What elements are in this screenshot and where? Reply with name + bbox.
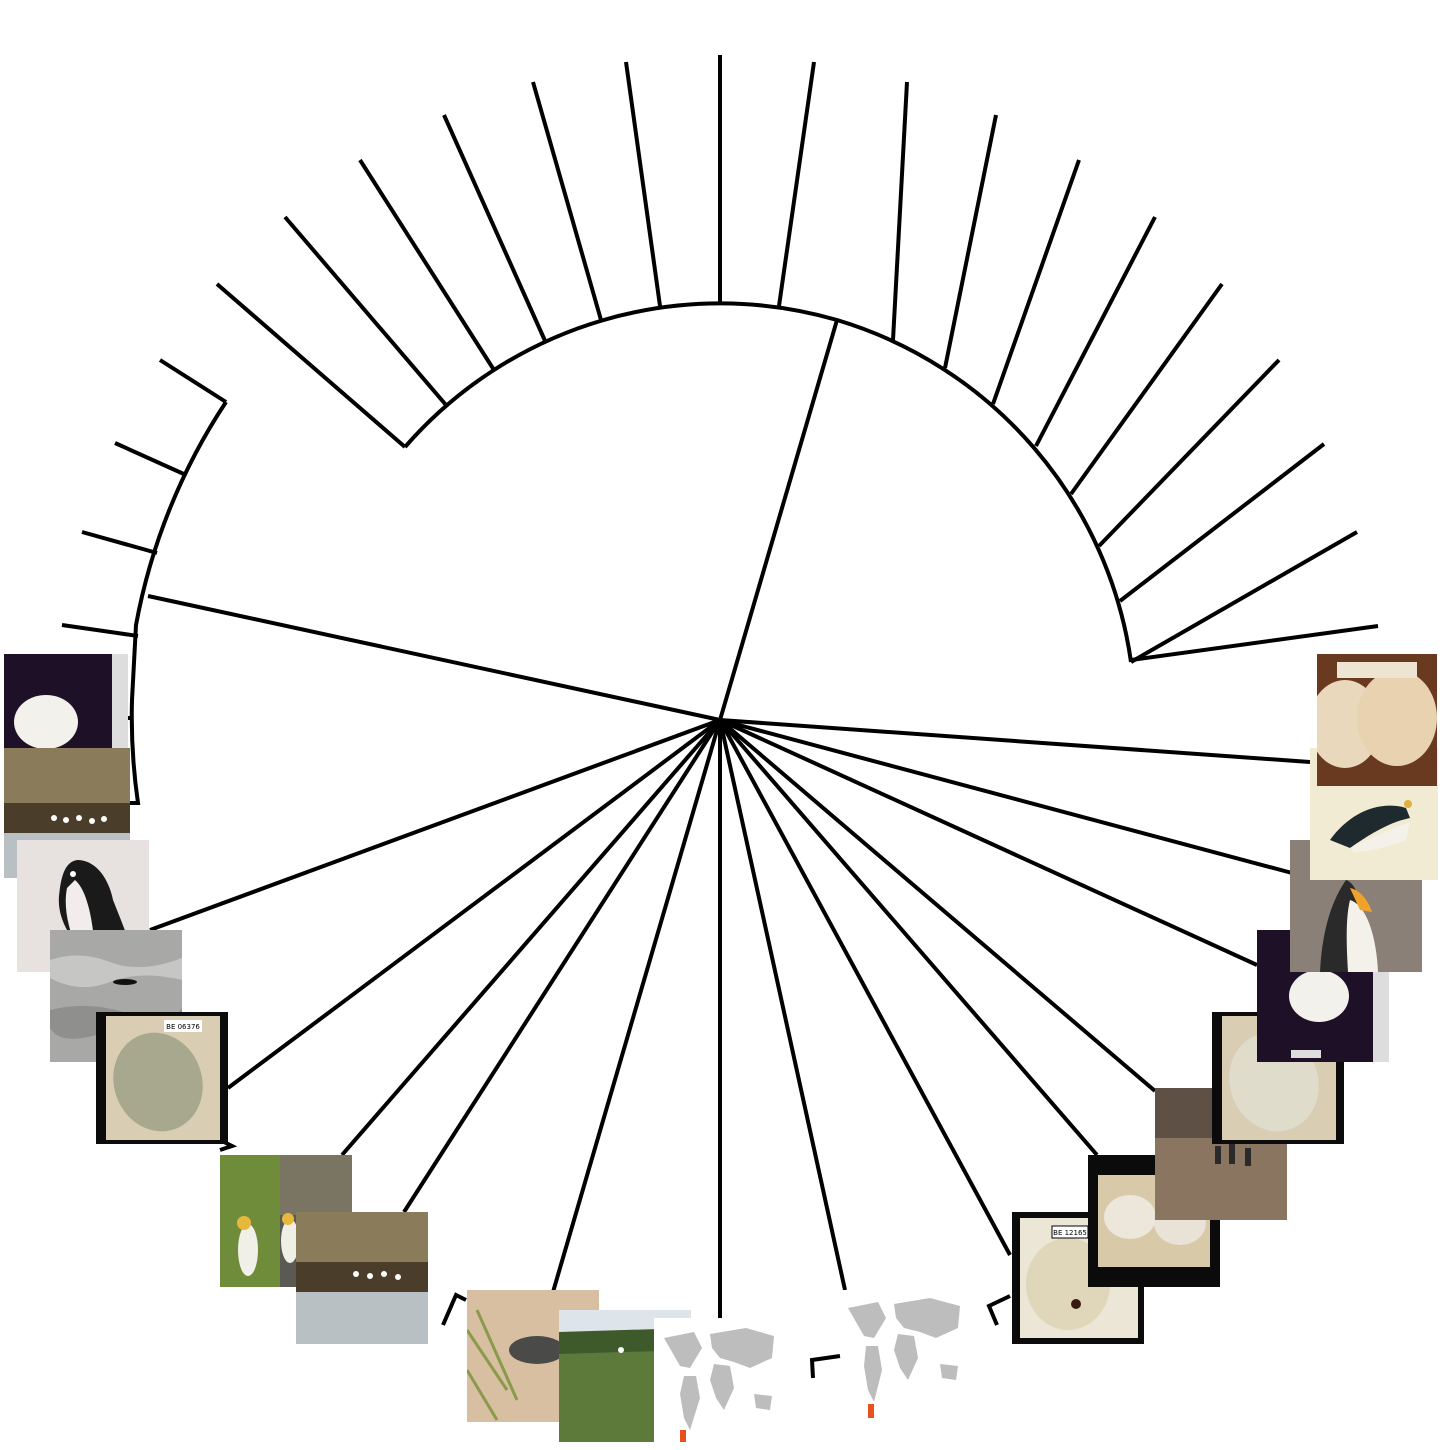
branch-tip xyxy=(991,159,1081,405)
branch-spoke xyxy=(551,719,722,1293)
branch-bracket xyxy=(986,1294,1011,1326)
tip-image-two-eggs-box xyxy=(1088,1155,1220,1287)
branch-tip xyxy=(1118,442,1326,603)
branch-bracket xyxy=(441,1292,467,1326)
branch-tip xyxy=(61,623,139,638)
branch-tip xyxy=(531,81,603,321)
branch-tip xyxy=(1034,216,1157,447)
specimen-tag-1: BE 06376 xyxy=(166,1023,200,1031)
branch-tip xyxy=(114,441,187,477)
branch-spoke xyxy=(149,718,721,932)
branch-spoke xyxy=(226,718,722,1090)
tip-image-egg-box: BE 06376 xyxy=(96,1012,228,1144)
specimen-tag-2: BE 12165 xyxy=(1053,1229,1087,1237)
branch-tip xyxy=(1130,624,1379,662)
branch-tip xyxy=(624,61,662,307)
branch-spoke xyxy=(718,719,847,1291)
branch-spoke xyxy=(340,718,722,1157)
branch-tip xyxy=(158,358,228,404)
branch-spoke xyxy=(719,718,1293,875)
branch-spoke xyxy=(402,718,722,1214)
tip-image-world-range-map-1 xyxy=(654,1318,786,1450)
branch-tip xyxy=(1069,282,1224,496)
branch-tip xyxy=(1097,358,1281,548)
branch-tip xyxy=(283,215,448,407)
branch-arc-left xyxy=(129,400,228,805)
branch-tip xyxy=(891,81,909,341)
branch-root-right xyxy=(718,319,839,721)
branch-spoke xyxy=(719,718,1311,764)
branch-spoke xyxy=(718,719,1012,1256)
branch-root-left xyxy=(147,594,721,722)
branch-arc-upper xyxy=(403,301,1133,663)
branch-tip xyxy=(1130,530,1358,664)
branch-tip xyxy=(943,114,998,369)
branch-tip xyxy=(442,114,548,344)
branch-spoke xyxy=(718,718,1157,1093)
tip-image-colony-photo-2 xyxy=(296,1212,428,1344)
branch-spoke xyxy=(719,718,1258,967)
tip-image-world-range-map-2 xyxy=(842,1290,974,1422)
branch-tip xyxy=(358,158,496,372)
branch-tip xyxy=(777,61,816,307)
branch-bracket xyxy=(809,1354,841,1379)
branch-spoke xyxy=(718,718,1099,1157)
branch-tip xyxy=(81,530,158,555)
branch-tip xyxy=(215,282,407,449)
tip-image-egg-pair-photo xyxy=(1317,654,1437,786)
